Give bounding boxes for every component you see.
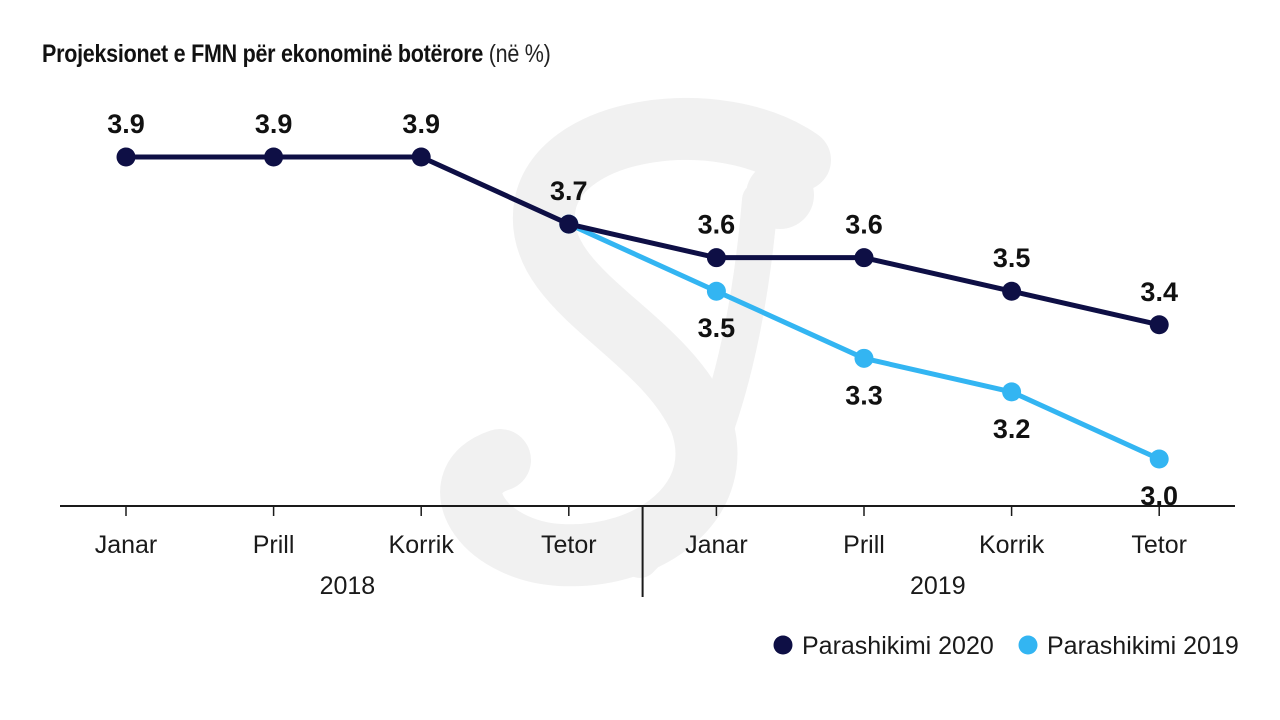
data-point-parashikimi-2020 <box>854 248 874 268</box>
data-label-parashikimi-2020: 3.4 <box>1140 277 1178 307</box>
data-label-parashikimi-2020: 3.9 <box>107 109 145 139</box>
x-tick-label: Tetor <box>541 531 597 559</box>
data-label-parashikimi-2019: 3.2 <box>993 414 1031 444</box>
x-tick-label: Prill <box>843 531 885 559</box>
chart-title-main: Projeksionet e FMN për ekonominë botëror… <box>42 40 484 68</box>
data-point-parashikimi-2020 <box>559 214 579 234</box>
data-point-parashikimi-2019 <box>1002 382 1022 402</box>
data-label-parashikimi-2020: 3.9 <box>255 109 293 139</box>
chart-title-unit: (në %) <box>488 40 551 68</box>
x-tick-label: Janar <box>95 531 158 559</box>
data-label-parashikimi-2020: 3.6 <box>698 210 736 240</box>
year-label-2018: 2018 <box>320 572 376 600</box>
chart-title: Projeksionet e FMN për ekonominë botëror… <box>42 40 551 69</box>
data-label-parashikimi-2019: 3.3 <box>845 380 883 410</box>
data-label-parashikimi-2019: 3.5 <box>698 313 736 343</box>
data-label-parashikimi-2020: 3.7 <box>550 176 588 206</box>
legend-marker <box>773 635 793 655</box>
data-point-parashikimi-2019 <box>854 348 874 368</box>
legend-marker <box>1018 635 1038 655</box>
data-point-parashikimi-2020 <box>1149 315 1169 335</box>
data-label-parashikimi-2020: 3.6 <box>845 210 883 240</box>
data-point-parashikimi-2020 <box>116 147 136 167</box>
x-tick-label: Janar <box>685 531 748 559</box>
watermark-logo <box>440 98 831 587</box>
data-point-parashikimi-2020 <box>706 248 726 268</box>
data-point-parashikimi-2019 <box>706 281 726 301</box>
x-tick-label: Tetor <box>1131 531 1187 559</box>
data-point-parashikimi-2020 <box>264 147 284 167</box>
data-point-parashikimi-2020 <box>411 147 431 167</box>
data-label-parashikimi-2020: 3.9 <box>402 109 440 139</box>
data-point-parashikimi-2019 <box>1149 449 1169 469</box>
x-tick-label: Korrik <box>389 531 455 559</box>
year-label-2019: 2019 <box>910 572 966 600</box>
data-point-parashikimi-2020 <box>1002 281 1022 301</box>
series-line-parashikimi-2020 <box>126 154 1160 328</box>
legend-label: Parashikimi 2019 <box>1047 632 1239 660</box>
x-tick-label: Prill <box>253 531 295 559</box>
x-tick-label: Korrik <box>979 531 1045 559</box>
data-label-parashikimi-2019: 3.0 <box>1140 481 1178 511</box>
data-label-parashikimi-2020: 3.5 <box>993 243 1031 273</box>
legend-label: Parashikimi 2020 <box>802 632 994 660</box>
